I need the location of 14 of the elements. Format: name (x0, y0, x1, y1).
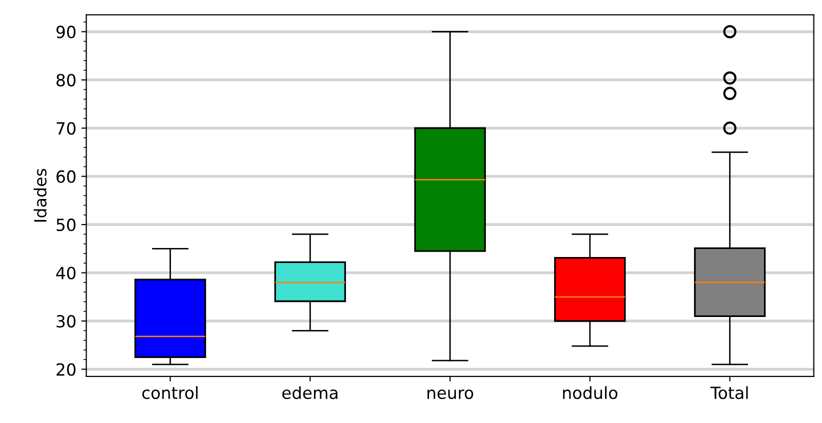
y-tick-label: 80 (56, 74, 76, 86)
y-tick-label: 50 (56, 218, 76, 232)
x-tick-label: Total (710, 386, 748, 400)
y-tick-label: 30 (56, 314, 76, 328)
y-tick-label: 70 (56, 122, 76, 135)
x-tick-label: control (142, 386, 198, 400)
y-axis-title: Idades (34, 168, 47, 222)
y-tick-label: 40 (56, 266, 76, 280)
x-tick-label: nodulo (563, 386, 618, 400)
x-tick-label: neuro (428, 390, 474, 400)
y-tick-label: 60 (56, 170, 76, 183)
x-tick-label: edema (282, 386, 338, 400)
y-tick-label: 20 (56, 363, 76, 376)
y-tick-label: 90 (56, 26, 76, 38)
